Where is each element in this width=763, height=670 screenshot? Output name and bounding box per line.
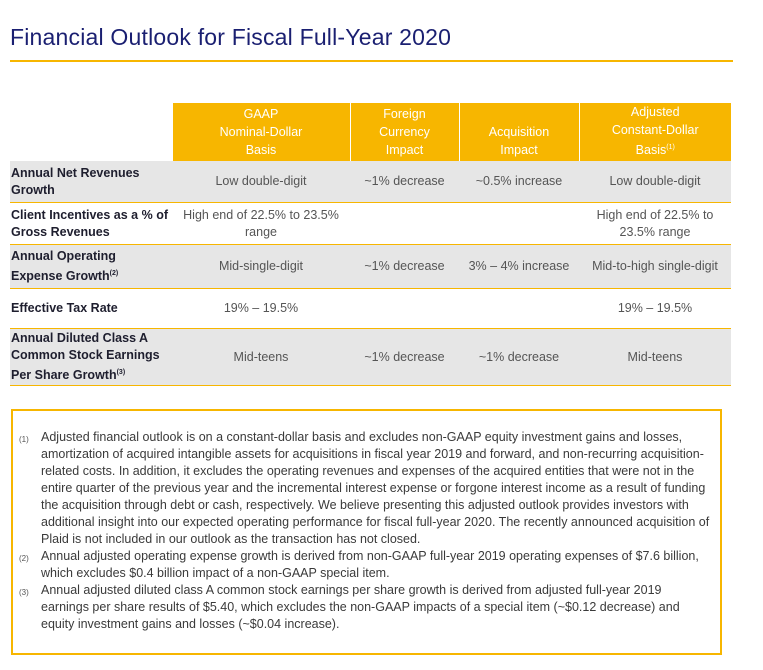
table-cell: ~1% decrease [350, 328, 459, 387]
table-cell: Low double-digit [579, 161, 731, 204]
page-title: Financial Outlook for Fiscal Full-Year 2… [10, 24, 452, 50]
footnote-marker: (3) [116, 369, 126, 377]
table-row: Client Incentives as a % of Gross Revenu… [10, 202, 731, 246]
table-cell [459, 202, 579, 246]
header-adjusted-constant: Adjusted Constant-Dollar Basis(1) [578, 103, 731, 162]
table-cell: ~1% decrease [459, 328, 579, 387]
table-row: Annual Operating Expense Growth(2) Mid-s… [10, 244, 731, 290]
row-label: Annual Operating Expense Growth(2) [10, 244, 172, 290]
row-label: Effective Tax Rate [10, 288, 172, 330]
header-acquisition: Acquisition Impact [458, 103, 579, 162]
footnote-text: Annual adjusted diluted class A common s… [41, 583, 680, 631]
outlook-table: GAAP Nominal-Dollar Basis Foreign Curren… [10, 103, 731, 387]
footnote-marker: (1) [666, 144, 675, 151]
header-row: GAAP Nominal-Dollar Basis Foreign Curren… [10, 103, 731, 162]
table-cell: 19% – 19.5% [172, 288, 350, 330]
table-cell [350, 288, 459, 330]
table-row: Annual Diluted Class A Common Stock Earn… [10, 328, 731, 387]
row-label: Annual Diluted Class A Common Stock Earn… [10, 328, 172, 387]
table-cell: High end of 22.5% to 23.5% range [172, 202, 350, 246]
table-cell: Mid-to-high single-digit [579, 244, 731, 290]
footnote-number: (3) [19, 588, 29, 597]
footnote-item: (2) Annual adjusted operating expense gr… [19, 548, 710, 582]
footnote-number: (1) [19, 435, 29, 444]
table-cell: High end of 22.5% to 23.5% range [579, 202, 731, 246]
table-cell: ~0.5% increase [459, 161, 579, 204]
table-cell: Mid-teens [172, 328, 350, 387]
table-row: Annual Net Revenues Growth Low double-di… [10, 161, 731, 204]
footnote-text: Annual adjusted operating expense growth… [41, 549, 699, 580]
header-foreign-currency: Foreign Currency Impact [349, 103, 459, 162]
footnote-text: Adjusted financial outlook is on a const… [41, 430, 710, 546]
row-label: Annual Net Revenues Growth [10, 161, 172, 204]
footnote-item: (3) Annual adjusted diluted class A comm… [19, 582, 710, 633]
footnote-number: (2) [19, 554, 29, 563]
footnote-marker: (2) [109, 270, 119, 278]
table-cell [350, 202, 459, 246]
table-cell: ~1% decrease [350, 244, 459, 290]
table-row: Effective Tax Rate 19% – 19.5% 19% – 19.… [10, 288, 731, 330]
row-label: Client Incentives as a % of Gross Revenu… [10, 202, 172, 246]
table-cell: Mid-teens [579, 328, 731, 387]
footnotes-box: (1) Adjusted financial outlook is on a c… [11, 409, 722, 655]
table-cell [459, 288, 579, 330]
table-cell: Mid-single-digit [172, 244, 350, 290]
header-gaap-nominal: GAAP Nominal-Dollar Basis [171, 103, 350, 162]
title-divider [10, 60, 733, 62]
table-cell: ~1% decrease [350, 161, 459, 204]
header-blank-cell [10, 103, 172, 161]
table-cell: 3% – 4% increase [459, 244, 579, 290]
table-cell: Low double-digit [172, 161, 350, 204]
table-cell: 19% – 19.5% [579, 288, 731, 330]
footnote-item: (1) Adjusted financial outlook is on a c… [19, 429, 710, 548]
